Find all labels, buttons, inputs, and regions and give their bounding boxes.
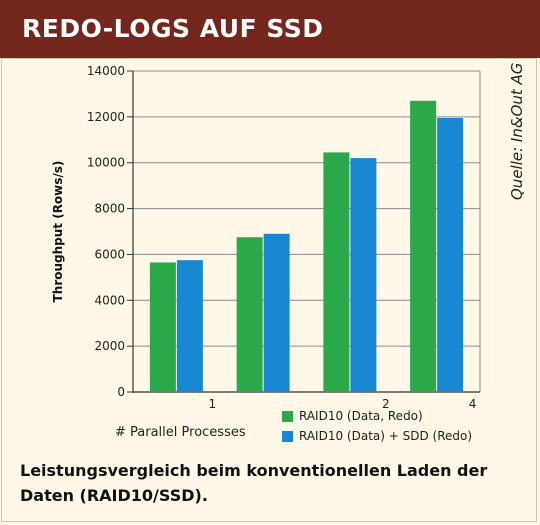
figure-caption: Leistungsvergleich beim konventionellen … xyxy=(20,461,488,505)
bar-series-1-cat-2 xyxy=(236,237,263,392)
y-tick-label: 6000 xyxy=(94,247,125,261)
bar-series-2-cat-4 xyxy=(437,118,464,392)
y-axis-label: Throughput (Rows/s) xyxy=(51,161,65,303)
y-tick-label: 8000 xyxy=(94,202,125,216)
chart-legend: RAID10 (Data, Redo) RAID10 (Data) + SDD … xyxy=(282,406,472,446)
header-banner: REDO-LOGS AUF SSD xyxy=(0,0,540,58)
bar-series-2-cat-3 xyxy=(350,158,377,392)
legend-swatch-series-1 xyxy=(282,410,293,422)
x-axis-label: # Parallel Processes xyxy=(115,425,246,440)
chart-frame xyxy=(1,58,537,522)
source-note: Quelle: In&Out AG xyxy=(500,63,540,208)
x-tick-label: 4 xyxy=(469,397,477,411)
legend-item-series-2: RAID10 (Data) + SDD (Redo) xyxy=(282,426,472,446)
bar-series-1-cat-3 xyxy=(323,152,350,392)
y-tick-label: 4000 xyxy=(94,293,125,307)
y-tick-label: 10000 xyxy=(87,156,125,170)
y-tick-label: 14000 xyxy=(87,64,125,78)
bar-series-2-cat-1 xyxy=(176,260,203,392)
banner-title: REDO-LOGS AUF SSD xyxy=(22,14,324,43)
bar-series-1-cat-1 xyxy=(149,262,176,392)
bar-series-1-cat-4 xyxy=(410,100,437,393)
y-tick-label: 0 xyxy=(117,385,125,399)
legend-swatch-series-2 xyxy=(282,430,293,442)
x-tick-label: 1 xyxy=(209,397,217,411)
x-tick-label: 2 xyxy=(382,397,390,411)
y-tick-label: 12000 xyxy=(87,110,125,124)
legend-item-series-1: RAID10 (Data, Redo) xyxy=(282,406,472,426)
legend-label-series-1: RAID10 (Data, Redo) xyxy=(299,409,423,423)
legend-label-series-2: RAID10 (Data) + SDD (Redo) xyxy=(299,429,473,443)
y-tick-label: 2000 xyxy=(94,339,125,353)
bar-series-2-cat-2 xyxy=(263,233,290,392)
source-label: Quelle: In&Out AG xyxy=(508,62,526,200)
